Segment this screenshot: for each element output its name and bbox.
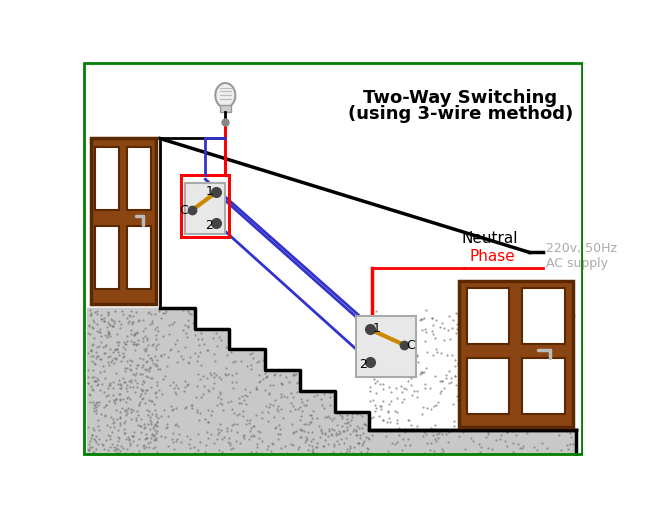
Polygon shape bbox=[86, 308, 160, 456]
Bar bbox=[467, 288, 509, 344]
Bar bbox=[95, 226, 120, 289]
Text: 2: 2 bbox=[205, 219, 213, 232]
Bar bbox=[523, 288, 565, 344]
Bar bbox=[185, 183, 226, 234]
Bar bbox=[220, 105, 231, 112]
Text: C: C bbox=[406, 339, 415, 352]
Text: 2: 2 bbox=[359, 358, 367, 371]
Text: 220v, 50Hz: 220v, 50Hz bbox=[547, 242, 618, 255]
Bar bbox=[523, 358, 565, 414]
Bar bbox=[356, 315, 416, 377]
Text: 1: 1 bbox=[372, 322, 380, 335]
Bar bbox=[459, 281, 573, 427]
Bar bbox=[467, 358, 509, 414]
Text: Neutral: Neutral bbox=[462, 231, 518, 246]
Bar bbox=[181, 176, 229, 237]
Text: AC supply: AC supply bbox=[547, 257, 608, 270]
Bar bbox=[95, 147, 120, 209]
Ellipse shape bbox=[215, 83, 235, 108]
Text: Two-Way Switching: Two-Way Switching bbox=[363, 90, 557, 108]
Text: 1: 1 bbox=[205, 185, 213, 198]
Bar bbox=[90, 138, 156, 304]
Bar bbox=[127, 147, 151, 209]
Text: (using 3-wire method): (using 3-wire method) bbox=[348, 105, 573, 123]
Polygon shape bbox=[86, 308, 576, 456]
Text: C: C bbox=[179, 204, 188, 217]
Text: Phase: Phase bbox=[470, 249, 515, 264]
Bar bbox=[127, 226, 151, 289]
Polygon shape bbox=[369, 430, 576, 456]
